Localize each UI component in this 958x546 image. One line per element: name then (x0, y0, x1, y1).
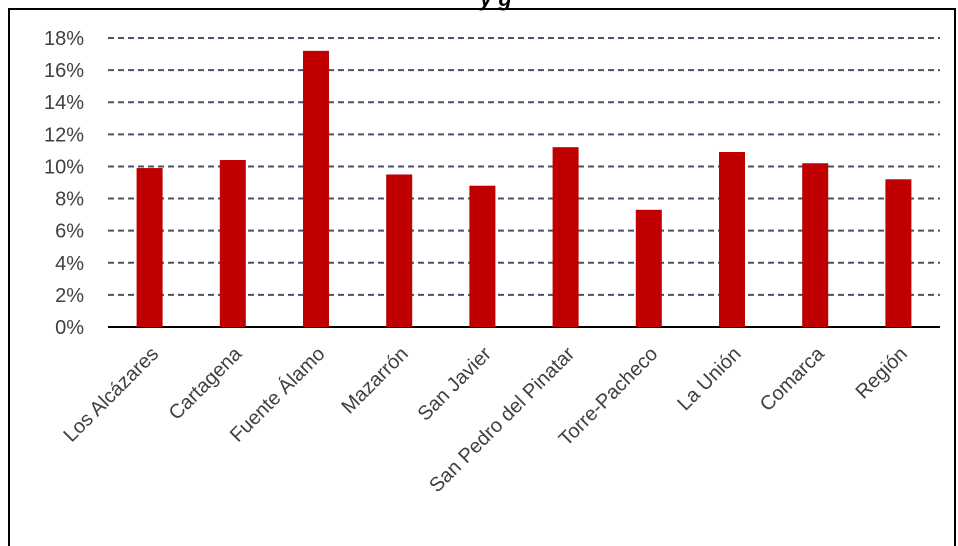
y-tick-label: 12% (44, 124, 84, 146)
y-tick-label: 8% (55, 189, 84, 211)
chart-frame (8, 8, 956, 546)
y-tick-label: 14% (44, 92, 84, 114)
y-tick-label: 4% (55, 253, 84, 275)
x-category-label: San Pedro del Pinatar (425, 343, 579, 497)
x-category-label: Región (852, 343, 912, 403)
chart-title-fragment: y g (480, 0, 512, 12)
bar (303, 50, 329, 327)
bar (802, 163, 829, 327)
x-category-label: La Unión (673, 343, 745, 415)
x-category-label: San Javier (414, 343, 497, 426)
x-category-label: Mazarrón (337, 343, 412, 418)
y-tick-label: 18% (44, 28, 84, 50)
y-tick-label: 6% (55, 221, 84, 243)
bar (552, 147, 579, 327)
bar (136, 168, 163, 327)
x-category-label: Cartagena (165, 342, 247, 424)
y-tick-label: 10% (44, 156, 84, 178)
bar (635, 209, 662, 327)
y-tick-label: 16% (44, 60, 84, 82)
x-category-label: Comarca (756, 342, 830, 416)
bar (885, 179, 912, 327)
bar (386, 174, 413, 327)
y-tick-label: 2% (55, 285, 84, 307)
x-category-label: Los Alcázares (60, 343, 164, 447)
y-tick-label: 0% (55, 317, 84, 339)
bar (719, 151, 745, 327)
bar (469, 185, 496, 327)
bar (219, 160, 246, 327)
